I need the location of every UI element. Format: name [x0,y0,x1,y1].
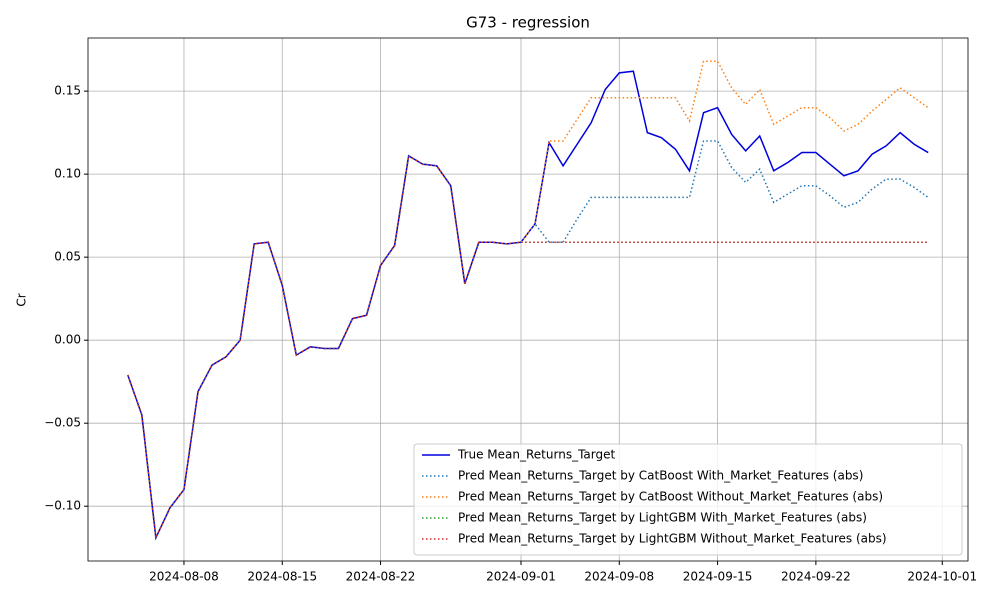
x-tick-label: 2024-09-22 [781,570,851,584]
y-tick-label: −0.10 [44,499,81,513]
plot-frame [87,37,969,562]
series-line [127,154,929,541]
x-tick-label: 2024-08-08 [149,570,219,584]
x-tick-label: 2024-09-15 [683,570,753,584]
x-tick-label: 2024-09-08 [584,570,654,584]
y-tick-label: 0.10 [54,167,81,181]
legend-label: Pred Mean_Returns_Target by LightGBM Wit… [458,532,887,546]
y-tick-label: −0.05 [44,416,81,430]
chart-title: G73 - regression [466,14,590,32]
y-axis-label: Cr [15,293,29,306]
legend-label: True Mean_Returns_Target [457,448,615,462]
x-tick-label: 2024-08-15 [247,570,317,584]
x-tick-label: 2024-10-01 [907,570,977,584]
legend-label: Pred Mean_Returns_Target by LightGBM Wit… [458,511,867,525]
y-tick-label: 0.15 [54,84,81,98]
x-tick-label: 2024-09-01 [486,570,556,584]
legend-label: Pred Mean_Returns_Target by CatBoost Wit… [458,469,863,483]
y-tick-label: 0.05 [54,250,81,264]
y-tick-label: 0.00 [54,333,81,347]
legend-box [413,443,963,556]
x-tick-label: 2024-08-22 [346,570,416,584]
legend-label: Pred Mean_Returns_Target by CatBoost Wit… [458,490,883,504]
